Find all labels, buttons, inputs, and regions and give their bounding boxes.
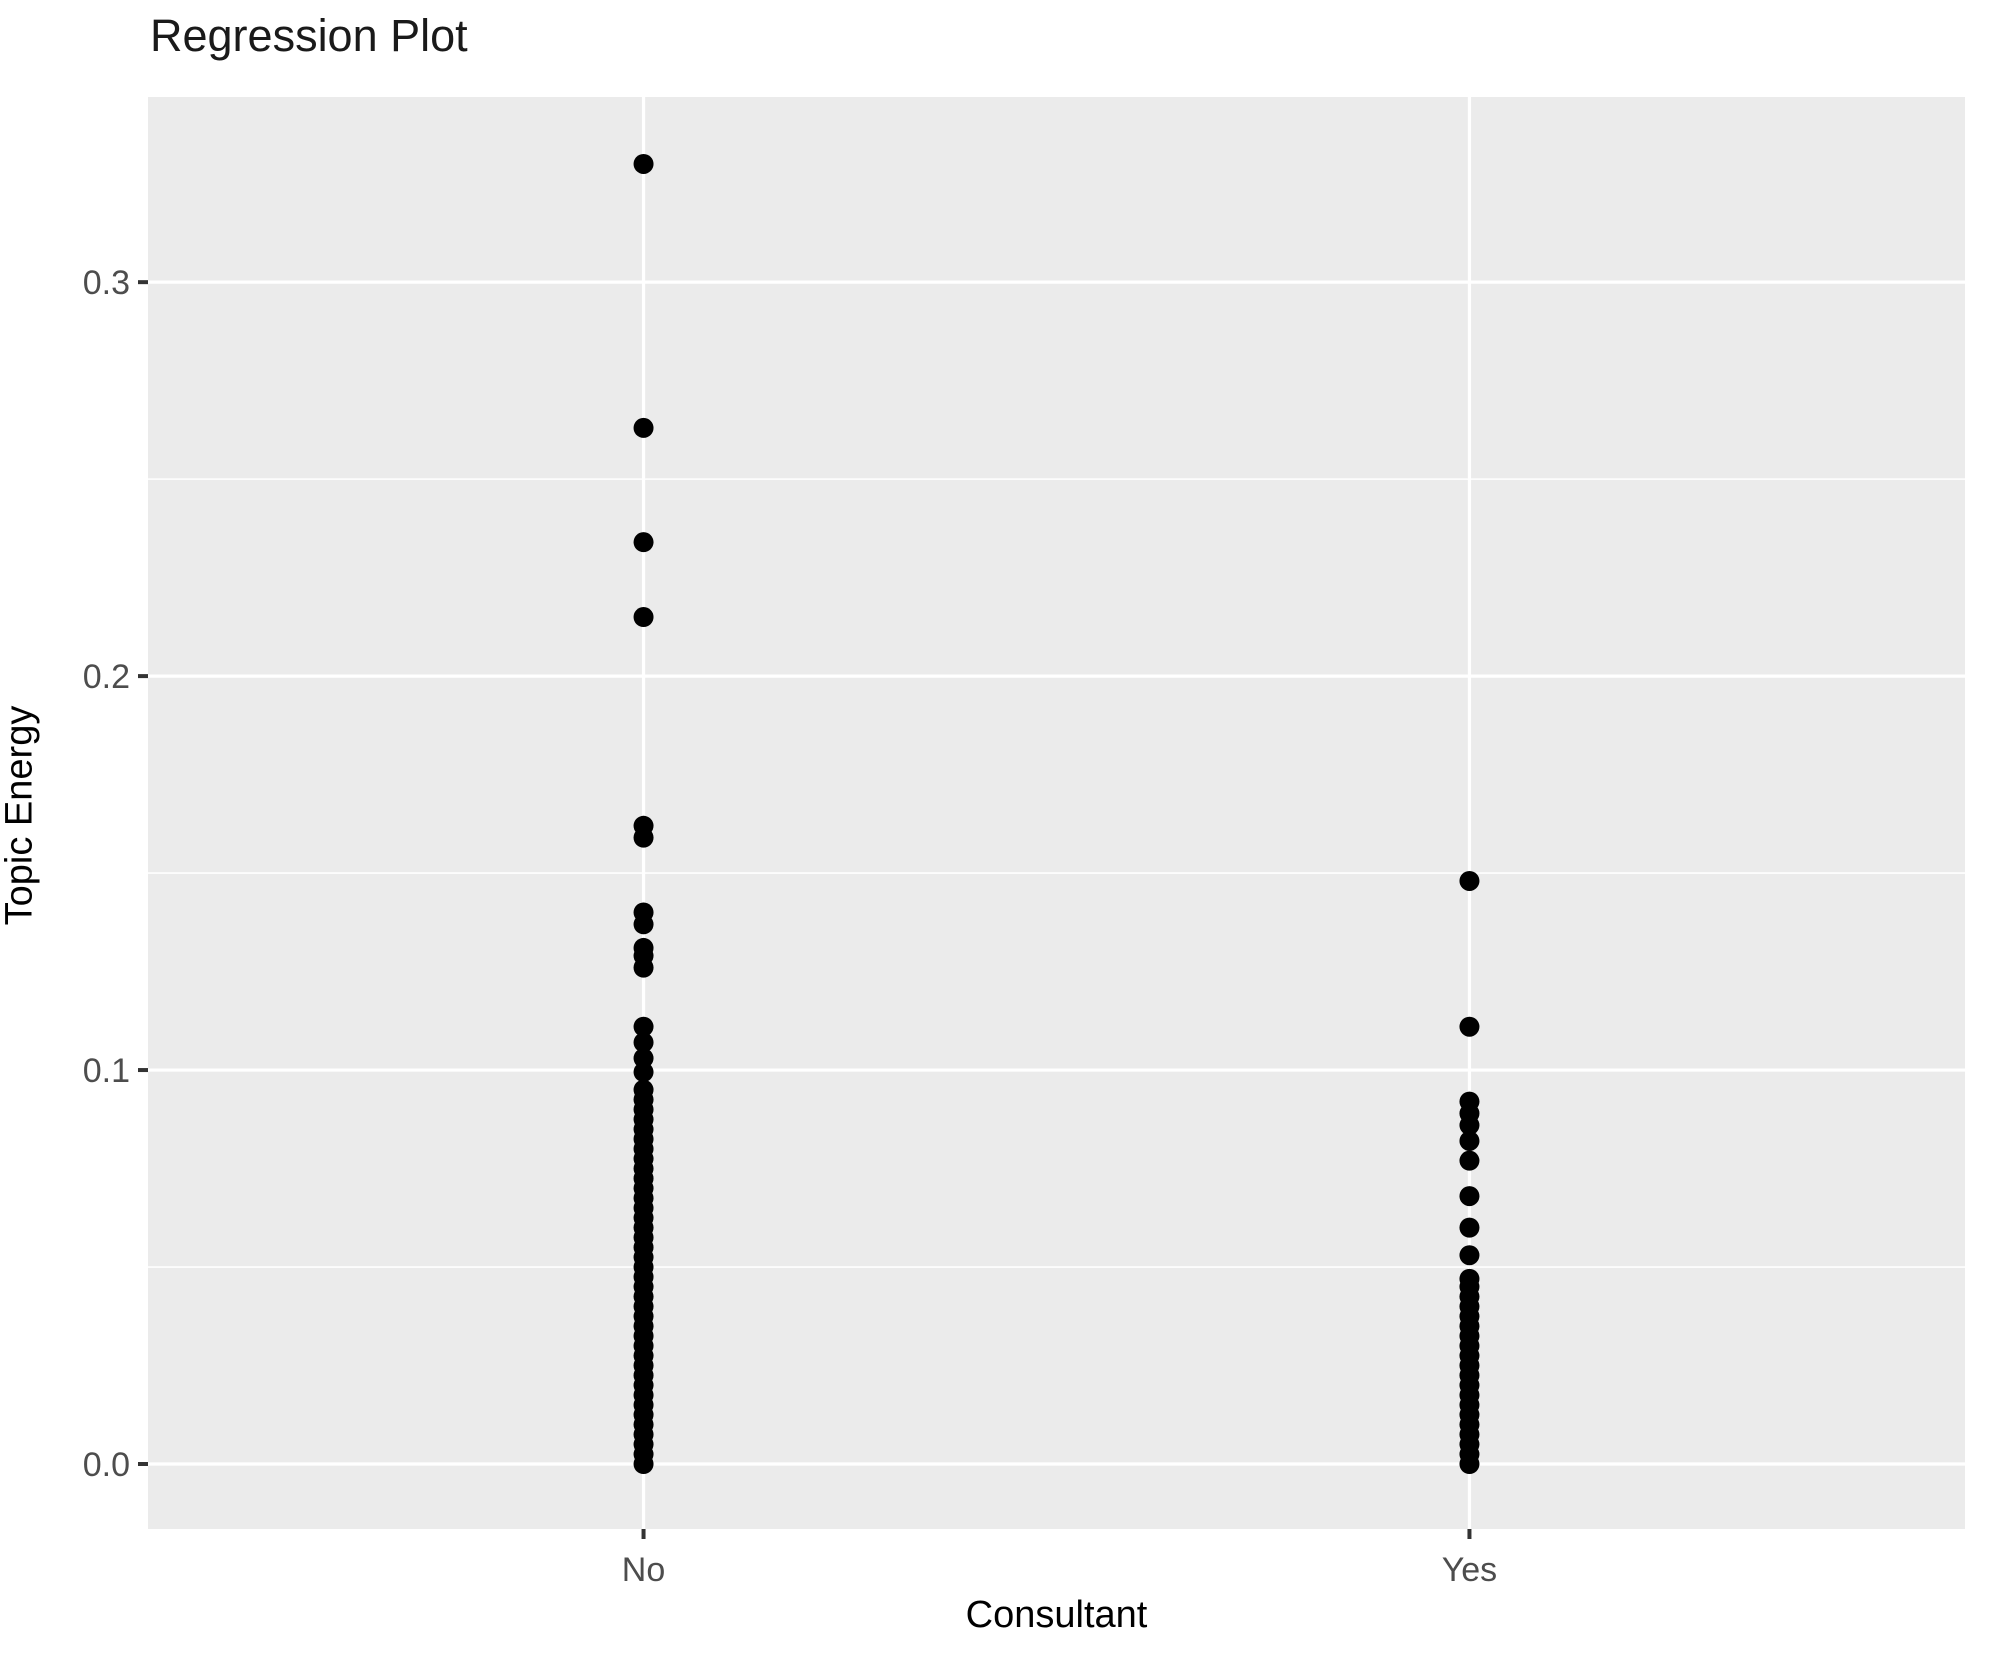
data-point: [633, 937, 654, 958]
data-point: [1459, 1091, 1480, 1112]
data-point: [633, 1016, 654, 1037]
data-point: [1459, 1150, 1480, 1171]
data-point: [1459, 1130, 1480, 1151]
x-tick-label: Yes: [1442, 1551, 1497, 1589]
data-point: [633, 815, 654, 836]
y-axis-title: Topic Energy: [0, 705, 41, 926]
y-tick-label: 0.0: [83, 1446, 130, 1484]
data-point: [633, 153, 654, 174]
data-point: [1459, 870, 1480, 891]
x-tick-label: No: [622, 1551, 665, 1589]
data-point: [633, 902, 654, 923]
chart-title: Regression Plot: [150, 10, 468, 61]
data-point: [1459, 1016, 1480, 1037]
data-point: [633, 1062, 654, 1083]
y-tick-label: 0.2: [83, 658, 130, 696]
y-tick-label: 0.1: [83, 1052, 130, 1090]
data-point: [1459, 1186, 1480, 1207]
data-point: [633, 532, 654, 553]
data-point: [633, 417, 654, 438]
y-tick-label: 0.3: [83, 264, 130, 302]
data-point: [633, 1032, 654, 1053]
data-point: [1459, 1217, 1480, 1238]
data-point: [1459, 1268, 1480, 1289]
data-point: [633, 1048, 654, 1069]
data-point: [1459, 1245, 1480, 1266]
x-axis-title: Consultant: [965, 1594, 1148, 1636]
plot-panel: [148, 97, 1965, 1529]
data-point: [633, 1079, 654, 1100]
data-point: [633, 607, 654, 628]
